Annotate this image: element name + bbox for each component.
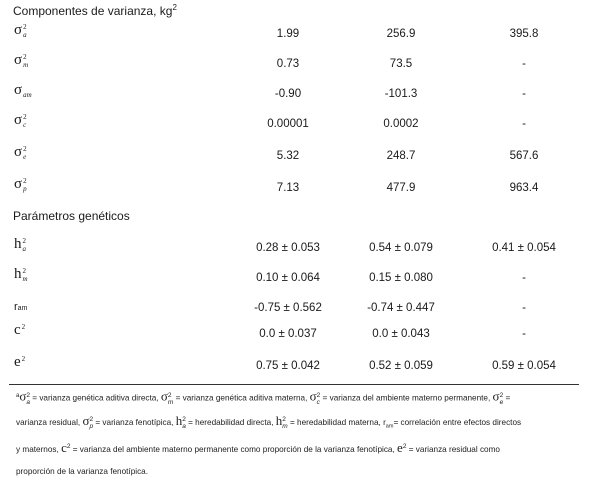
- parametros_rows-cell: -0.75 ± 0.562: [254, 302, 322, 314]
- parametros_rows-cell: -0.74 ± 0.447: [367, 302, 435, 314]
- varianza_rows-cell: -: [522, 58, 526, 70]
- parametros_rows-cell: -: [522, 328, 526, 340]
- varianza_rows-cell: -101.3: [384, 88, 418, 100]
- parametros_rows-cell: 0.41 ± 0.054: [492, 242, 556, 254]
- parametros_rows-cell: 0.52 ± 0.059: [369, 360, 433, 372]
- parametros_rows-cell: -: [522, 302, 526, 314]
- parametros_rows-cell: 0.15 ± 0.080: [369, 272, 433, 284]
- varianza_rows-cell: 1.99: [276, 28, 300, 40]
- varianza_rows-cell: 73.5: [389, 58, 413, 70]
- varianza_rows-cell: 0.73: [276, 58, 300, 70]
- varianza_rows-cell: 7.13: [276, 182, 300, 194]
- table-bottom-rule: [9, 384, 579, 385]
- section-heading-varianza: Componentes de varianza, kg2: [13, 3, 177, 18]
- parametros_rows-cell: 0.54 ± 0.079: [369, 242, 433, 254]
- parametros_rows-cell: 0.0 ± 0.037: [259, 328, 317, 340]
- parametros_rows-cell: 0.59 ± 0.054: [492, 360, 556, 372]
- varianza_rows-cell: 256.9: [386, 28, 416, 40]
- parametros_rows-cell: -: [522, 272, 526, 284]
- varianza_rows-cell: 0.0002: [383, 118, 419, 130]
- parametros_rows-cell: 0.28 ± 0.053: [256, 242, 320, 254]
- section-heading-parametros: Parámetros genéticos: [13, 209, 130, 223]
- varianza_rows-cell: 477.9: [386, 182, 416, 194]
- footnote: aσ 2 a = varianza genética aditiva directa…: [16, 388, 522, 477]
- varianza_rows-cell: -0.90: [274, 88, 302, 100]
- varianza_rows-symbol: σ am: [14, 82, 32, 99]
- varianza_rows-cell: -: [522, 88, 526, 100]
- varianza_rows-cell: 0.00001: [267, 118, 309, 130]
- varianza_rows-cell: 567.6: [509, 150, 539, 162]
- varianza_rows-cell: 395.8: [509, 28, 539, 40]
- varianza_rows-cell: -: [522, 118, 526, 130]
- parametros_rows-cell: 0.0 ± 0.043: [372, 328, 430, 340]
- parametros_rows-cell: 0.10 ± 0.064: [256, 272, 320, 284]
- varianza_rows-cell: 248.7: [386, 150, 416, 162]
- varianza_rows-cell: 963.4: [509, 182, 539, 194]
- parametros_rows-symbol: ram: [14, 301, 28, 313]
- parametros_rows-cell: 0.75 ± 0.042: [256, 360, 320, 372]
- varianza_rows-cell: 5.32: [276, 150, 300, 162]
